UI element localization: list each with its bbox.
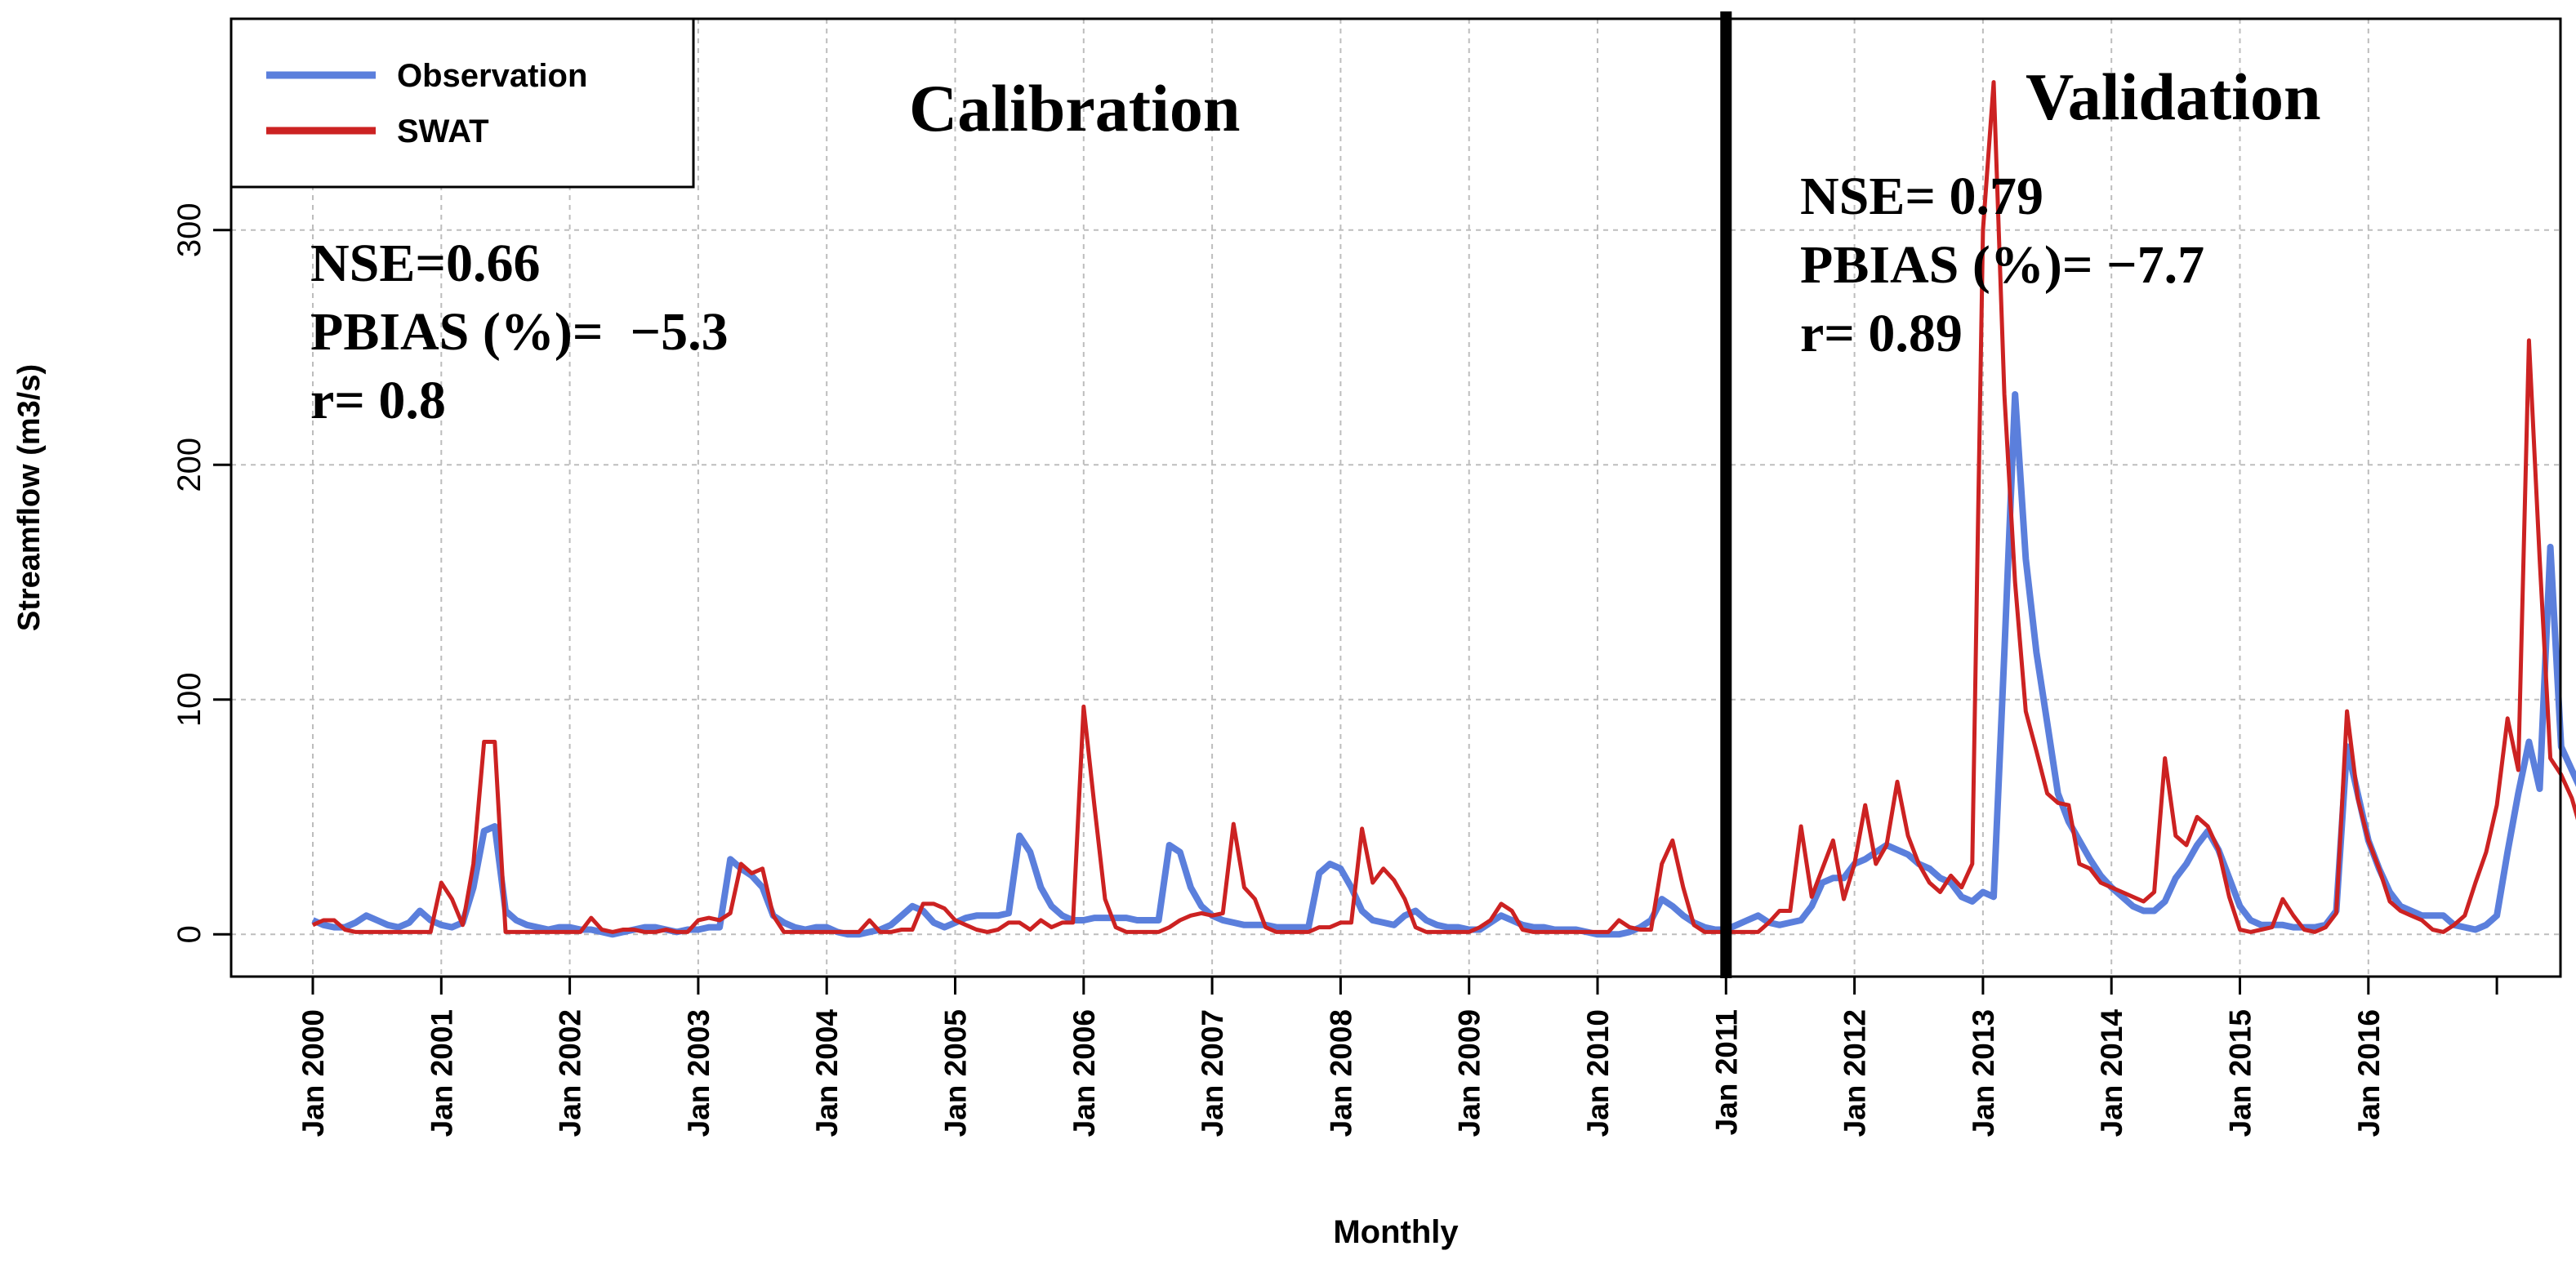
plot-frame [230, 17, 2562, 978]
x-axis: Jan 2000 Jan 2001 Jan 2002 Jan 2003 Jan 2004… [296, 977, 2498, 1137]
legend-label-observation: Observation [397, 58, 587, 94]
validation-r: r= 0.89 [1800, 304, 1963, 363]
y-tick-label: 300 [172, 203, 207, 257]
x-tick-label: Jan 2012 [1838, 1009, 1872, 1137]
x-tick-label: Jan 2005 [939, 1009, 973, 1137]
calibration-r: r= 0.8 [310, 371, 446, 430]
grid-lines [231, 19, 2560, 977]
legend-label-swat: SWAT [397, 113, 489, 149]
x-tick-label: Jan 2003 [682, 1009, 715, 1137]
x-tick-label: Jan 2011 [1709, 1009, 1743, 1135]
x-tick-label: Jan 2014 [2095, 1009, 2128, 1137]
legend-box [230, 17, 695, 189]
x-tick-label: Jan 2000 [296, 1009, 330, 1137]
calibration-label: Calibration [909, 71, 1240, 145]
series-layer [311, 80, 2576, 938]
validation-nse: NSE= 0.79 [1800, 167, 2043, 226]
validation-label: Validation [2026, 60, 2321, 134]
y-tick-label: 100 [172, 672, 207, 727]
x-tick-label: Jan 2010 [1581, 1009, 1615, 1137]
y-axis-label: Streamflow (m3/s) [12, 364, 47, 631]
x-tick-label: Jan 2013 [1967, 1009, 2000, 1137]
y-axis: 0 100 200 300 [172, 203, 231, 943]
series-line-swat [311, 80, 2576, 934]
series-line-observation [311, 391, 2576, 938]
x-tick-label: Jan 2007 [1196, 1009, 1229, 1137]
x-tick-label: Jan 2001 [425, 1009, 458, 1137]
x-tick-label: Jan 2015 [2224, 1009, 2257, 1137]
calibration-pbias: PBIAS (%)= −5.3 [310, 302, 729, 362]
y-tick-label: 0 [172, 925, 207, 943]
x-tick-label: Jan 2008 [1324, 1009, 1357, 1137]
x-tick-label: Jan 2009 [1453, 1009, 1486, 1137]
x-tick-label: Jan 2002 [554, 1009, 587, 1137]
validation-pbias: PBIAS (%)= −7.7 [1800, 235, 2204, 295]
y-tick-label: 200 [172, 438, 207, 492]
x-axis-label: Monthly [1333, 1214, 1459, 1250]
legend: Observation SWAT [230, 17, 695, 189]
x-tick-label: Jan 2006 [1067, 1009, 1101, 1137]
calibration-nse: NSE=0.66 [310, 234, 541, 293]
x-tick-label: Jan 2004 [810, 1009, 844, 1137]
x-tick-label: Jan 2016 [2352, 1009, 2386, 1137]
